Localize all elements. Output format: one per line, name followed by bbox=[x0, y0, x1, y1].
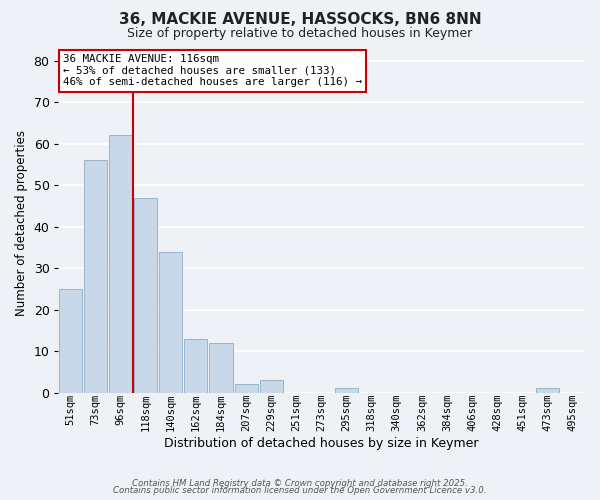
Bar bbox=[184, 338, 208, 392]
Bar bbox=[235, 384, 257, 392]
Text: Contains public sector information licensed under the Open Government Licence v3: Contains public sector information licen… bbox=[113, 486, 487, 495]
Bar bbox=[260, 380, 283, 392]
Bar bbox=[335, 388, 358, 392]
Text: 36, MACKIE AVENUE, HASSOCKS, BN6 8NN: 36, MACKIE AVENUE, HASSOCKS, BN6 8NN bbox=[119, 12, 481, 28]
Bar bbox=[159, 252, 182, 392]
X-axis label: Distribution of detached houses by size in Keymer: Distribution of detached houses by size … bbox=[164, 437, 479, 450]
Bar bbox=[134, 198, 157, 392]
Bar bbox=[109, 136, 132, 392]
Bar bbox=[536, 388, 559, 392]
Bar bbox=[209, 343, 233, 392]
Bar bbox=[84, 160, 107, 392]
Text: 36 MACKIE AVENUE: 116sqm
← 53% of detached houses are smaller (133)
46% of semi-: 36 MACKIE AVENUE: 116sqm ← 53% of detach… bbox=[63, 54, 362, 88]
Y-axis label: Number of detached properties: Number of detached properties bbox=[15, 130, 28, 316]
Text: Contains HM Land Registry data © Crown copyright and database right 2025.: Contains HM Land Registry data © Crown c… bbox=[132, 478, 468, 488]
Text: Size of property relative to detached houses in Keymer: Size of property relative to detached ho… bbox=[127, 28, 473, 40]
Bar bbox=[59, 289, 82, 393]
